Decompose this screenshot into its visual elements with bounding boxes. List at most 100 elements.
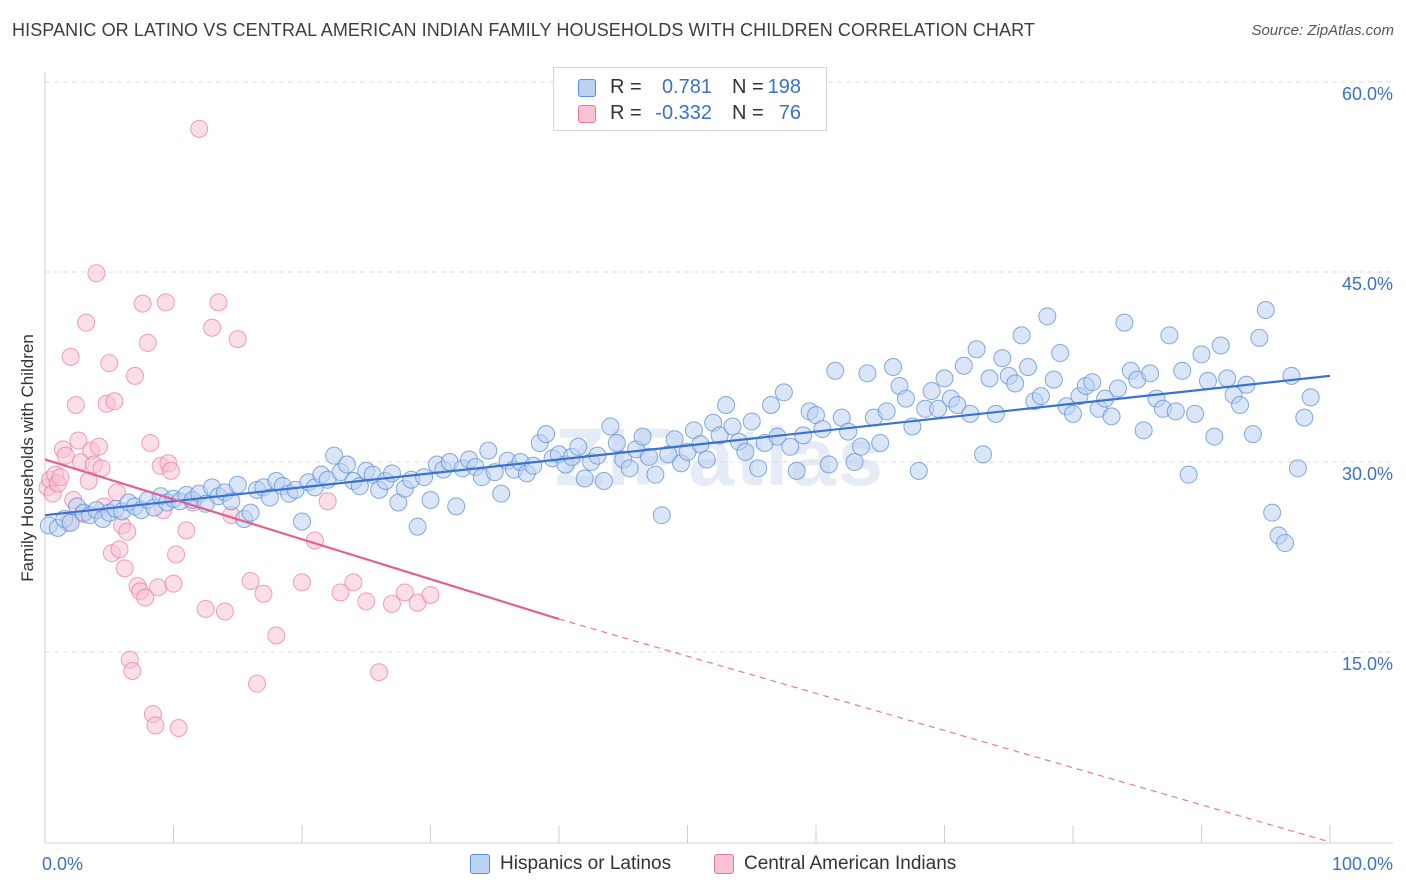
legend-label: Central American Indians — [744, 853, 957, 874]
data-point-hispanics — [325, 446, 344, 465]
legend-swatch-blue — [578, 79, 596, 97]
data-point-hispanics — [1205, 427, 1224, 446]
data-point-hispanics — [633, 427, 652, 446]
data-point-hispanics — [594, 471, 613, 490]
data-point-hispanics — [877, 402, 896, 421]
data-point-central-american-indians — [382, 594, 401, 613]
tick-labels: 15.0% 30.0% 45.0% 60.0% 0.0% 100.0% — [42, 84, 1393, 874]
data-point-central-american-indians — [56, 446, 75, 465]
n-label: N = — [732, 76, 764, 98]
data-point-hispanics — [826, 361, 845, 380]
n-label: N = — [732, 102, 764, 124]
data-point-central-american-indians — [51, 468, 70, 487]
data-point-hispanics — [1231, 395, 1250, 414]
data-point-hispanics — [858, 364, 877, 383]
data-point-hispanics — [723, 417, 742, 436]
r-label: R = — [610, 76, 642, 98]
stats-legend: R = 0.781 N = 198 R = -0.332 N = 76 — [553, 67, 827, 131]
gridlines — [45, 81, 1393, 653]
data-point-hispanics — [1295, 408, 1314, 427]
data-point-central-american-indians — [105, 392, 124, 411]
data-point-central-american-indians — [267, 626, 286, 645]
data-point-hispanics — [620, 459, 639, 478]
data-point-central-american-indians — [241, 572, 260, 591]
data-point-hispanics — [1301, 388, 1320, 407]
data-point-hispanics — [697, 450, 716, 469]
data-point-central-american-indians — [228, 330, 247, 349]
source-label: Source: ZipAtlas.com — [1251, 22, 1394, 39]
data-point-central-american-indians — [115, 559, 134, 578]
legend-swatch-pink — [578, 105, 596, 123]
data-point-hispanics — [974, 445, 993, 464]
axes — [44, 72, 1393, 844]
trend-line-central-american-indians — [44, 458, 560, 621]
trend-lines — [44, 374, 1331, 843]
data-point-hispanics — [781, 437, 800, 456]
data-point-central-american-indians — [421, 585, 440, 604]
data-point-central-american-indians — [118, 522, 137, 541]
data-point-hispanics — [1115, 313, 1134, 332]
data-point-central-american-indians — [167, 545, 186, 564]
data-point-central-american-indians — [69, 431, 88, 450]
data-point-hispanics — [575, 469, 594, 488]
data-point-hispanics — [1166, 402, 1185, 421]
data-point-central-american-indians — [66, 395, 85, 414]
data-point-hispanics — [717, 395, 736, 414]
data-point-central-american-indians — [248, 674, 267, 693]
data-point-hispanics — [492, 484, 511, 503]
data-point-central-american-indians — [138, 333, 157, 352]
data-point-hispanics — [1186, 404, 1205, 423]
data-point-hispanics — [659, 445, 678, 464]
data-point-central-american-indians — [190, 119, 209, 138]
data-point-hispanics — [1179, 465, 1198, 484]
data-point-hispanics — [1211, 336, 1230, 355]
data-point-hispanics — [1012, 326, 1031, 345]
data-point-hispanics — [980, 369, 999, 388]
data-point-central-american-indians — [169, 718, 188, 737]
data-point-hispanics — [1218, 369, 1237, 388]
data-point-hispanics — [241, 503, 260, 522]
data-point-hispanics — [479, 441, 498, 460]
data-point-central-american-indians — [89, 437, 108, 456]
data-point-hispanics — [260, 488, 279, 507]
trend-line-extension — [558, 618, 1331, 843]
data-point-central-american-indians — [123, 661, 142, 680]
data-point-hispanics — [909, 461, 928, 480]
data-point-central-american-indians — [196, 599, 215, 618]
data-point-hispanics — [337, 455, 356, 474]
data-point-hispanics — [1134, 421, 1153, 440]
data-point-central-american-indians — [357, 592, 376, 611]
data-point-hispanics — [954, 356, 973, 375]
x-tick-label: 100.0% — [1332, 854, 1393, 874]
data-point-central-american-indians — [161, 461, 180, 480]
data-point-hispanics — [421, 490, 440, 509]
data-point-hispanics — [1141, 364, 1160, 383]
chart-title: HISPANIC OR LATINO VS CENTRAL AMERICAN I… — [12, 20, 1035, 40]
data-point-hispanics — [896, 389, 915, 408]
data-point-central-american-indians — [125, 366, 144, 385]
data-point-hispanics — [524, 456, 543, 475]
data-point-hispanics — [819, 455, 838, 474]
data-point-hispanics — [1198, 371, 1217, 390]
data-point-hispanics — [1108, 379, 1127, 398]
data-point-hispanics — [884, 357, 903, 376]
data-point-hispanics — [1263, 503, 1282, 522]
data-point-hispanics — [710, 426, 729, 445]
data-point-hispanics — [665, 430, 684, 449]
data-point-hispanics — [228, 475, 247, 494]
data-point-hispanics — [1051, 344, 1070, 363]
y-tick-label: 60.0% — [1342, 84, 1393, 104]
data-point-hispanics — [993, 349, 1012, 368]
series-legend: Hispanics or Latinos Central American In… — [0, 851, 1406, 879]
data-point-hispanics — [1288, 459, 1307, 478]
data-point-hispanics — [749, 459, 768, 478]
r-label: R = — [610, 102, 642, 124]
data-point-hispanics — [639, 447, 658, 466]
data-point-hispanics — [1044, 370, 1063, 389]
n-value: 76 — [778, 102, 801, 124]
data-point-hispanics — [646, 465, 665, 484]
data-point-central-american-indians — [203, 318, 222, 337]
data-point-hispanics — [652, 506, 671, 525]
data-point-central-american-indians — [177, 521, 196, 540]
